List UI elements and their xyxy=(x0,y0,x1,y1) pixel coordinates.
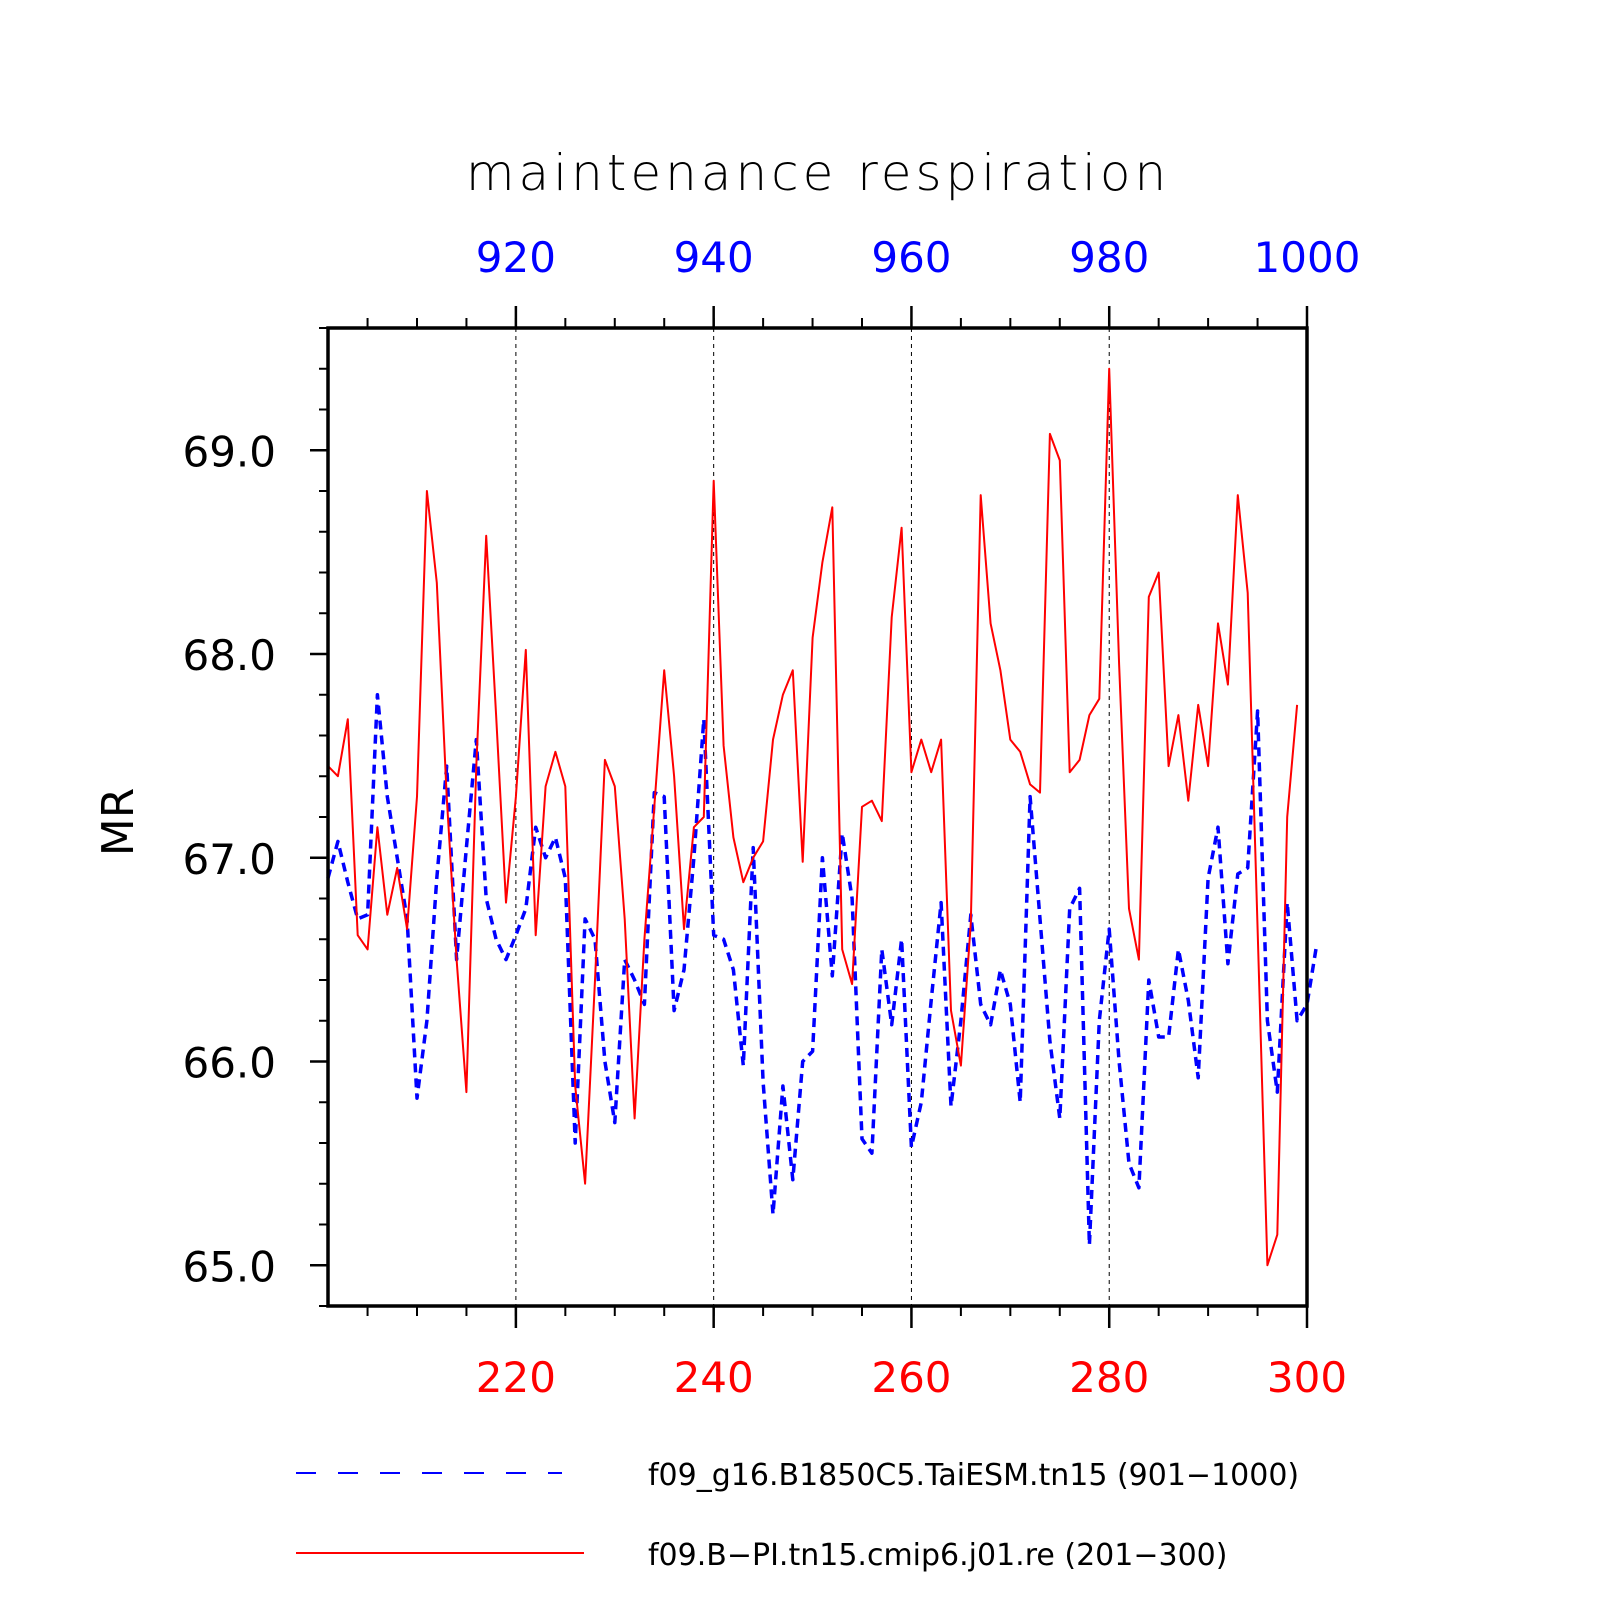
y-tick-label-69.0: 69.0 xyxy=(182,427,276,476)
bottom-tick-label-280: 280 xyxy=(1069,1353,1149,1402)
top-tick-label-940: 940 xyxy=(674,233,754,282)
y-tick-label-65.0: 65.0 xyxy=(182,1242,276,1291)
legend: f09_g16.B1850C5.TaiESM.tn15 (901−1000) f… xyxy=(296,1458,1299,1573)
series-line-cmip6 xyxy=(327,367,1299,1267)
y-axis-label: MR xyxy=(93,788,144,857)
legend-label-taiesm: f09_g16.B1850C5.TaiESM.tn15 (901−1000) xyxy=(648,1458,1299,1493)
axes: 65.0 66.0 67.0 68.0 69.0 220 240 260 280 300 920 94… xyxy=(182,233,1360,1402)
y-tick-label-68.0: 68.0 xyxy=(182,631,276,680)
top-tick-label-980: 980 xyxy=(1069,233,1149,282)
bottom-tick-label-260: 260 xyxy=(871,1353,951,1402)
chart-title: maintenance respiration xyxy=(466,144,1170,202)
y-tick-label-67.0: 67.0 xyxy=(182,835,276,884)
series-layer xyxy=(326,367,1319,1267)
top-tick-label-1000: 1000 xyxy=(1254,233,1361,282)
y-tick-label-66.0: 66.0 xyxy=(182,1039,276,1088)
bottom-tick-label-240: 240 xyxy=(674,1353,754,1402)
top-tick-label-920: 920 xyxy=(476,233,556,282)
bottom-tick-label-300: 300 xyxy=(1267,1353,1347,1402)
legend-label-cmip6: f09.B−PI.tn15.cmip6.j01.re (201−300) xyxy=(648,1538,1227,1573)
bottom-tick-label-220: 220 xyxy=(476,1353,556,1402)
top-tick-label-960: 960 xyxy=(871,233,951,282)
plot-frame xyxy=(326,326,1309,1308)
series-line-taiesm xyxy=(326,692,1319,1247)
